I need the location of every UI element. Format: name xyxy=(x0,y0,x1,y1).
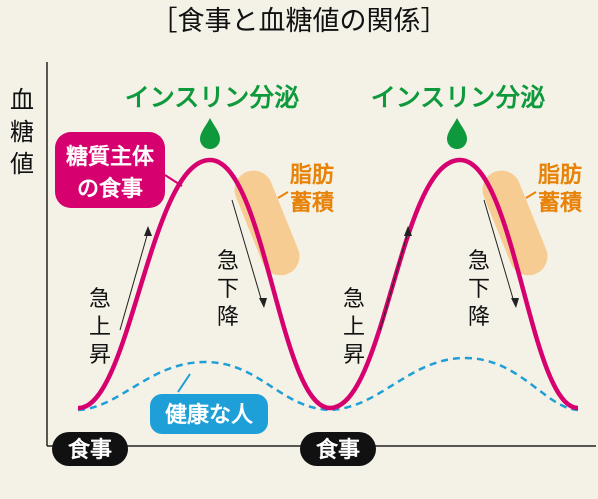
rise-label-2-char-1: 急 xyxy=(343,287,365,312)
meal-label-2: 食事 xyxy=(316,437,360,463)
meal-marker-2 xyxy=(300,432,376,466)
sugar-diet-label-line-2: の食事 xyxy=(77,176,143,202)
meal-marker-1 xyxy=(52,432,128,466)
fall-label-2-char-3: 降 xyxy=(468,305,490,330)
rise-label-2-char-3: 昇 xyxy=(343,343,365,368)
insulin-label-2: インスリン分泌 xyxy=(371,83,546,112)
rise-label-1-char-2: 上 xyxy=(89,315,111,340)
fat-band-1 xyxy=(234,170,300,276)
diagram-title: ［食事と血糖値の関係］ xyxy=(151,6,448,37)
fall-arrow-2 xyxy=(511,298,519,308)
healthy-leader xyxy=(177,373,191,393)
insulin-drop-1-icon xyxy=(200,118,220,149)
rise-label-1-char-1: 急 xyxy=(89,287,111,312)
fall-label-1-char-2: 下 xyxy=(217,277,239,302)
sugar-diet-label-line-1: 糖質主体 xyxy=(66,144,155,170)
y-axis-label-char-3: 値 xyxy=(10,150,34,178)
sugar-diet-badge xyxy=(55,132,165,208)
fall-label-2-char-1: 急 xyxy=(468,249,490,274)
healthy-badge xyxy=(150,394,268,434)
insulin-drop-2-icon xyxy=(447,118,467,149)
fall-label-2-char-2: 下 xyxy=(468,277,490,302)
fat-band-2 xyxy=(482,170,548,276)
insulin-label-1: インスリン分泌 xyxy=(125,83,300,112)
fat-label-2-line-1: 脂肪 xyxy=(538,162,582,188)
fat-label-1-line-2: 蓄積 xyxy=(290,191,335,216)
rise-arrow-1 xyxy=(144,226,152,236)
healthy-curve xyxy=(77,356,579,412)
fall-label-1-char-1: 急 xyxy=(217,249,239,274)
fall-arrow-1 xyxy=(259,298,267,308)
meal-label-1: 食事 xyxy=(68,437,112,463)
fall-label-1-char-3: 降 xyxy=(217,305,239,330)
rise-arrow-2 xyxy=(404,226,412,236)
rise-label-2-char-2: 上 xyxy=(343,315,365,340)
fat-label-1-line-1: 脂肪 xyxy=(290,162,334,188)
fat-label-2-line-2: 蓄積 xyxy=(538,191,583,216)
sugar-diet-leader xyxy=(164,174,183,187)
y-axis-label-char-2: 糖 xyxy=(10,118,34,146)
high-carb-curve xyxy=(77,157,579,411)
rise-label-1-char-3: 昇 xyxy=(89,343,111,368)
y-axis-label-char-1: 血 xyxy=(10,86,34,114)
healthy-label: 健康な人 xyxy=(165,402,253,428)
